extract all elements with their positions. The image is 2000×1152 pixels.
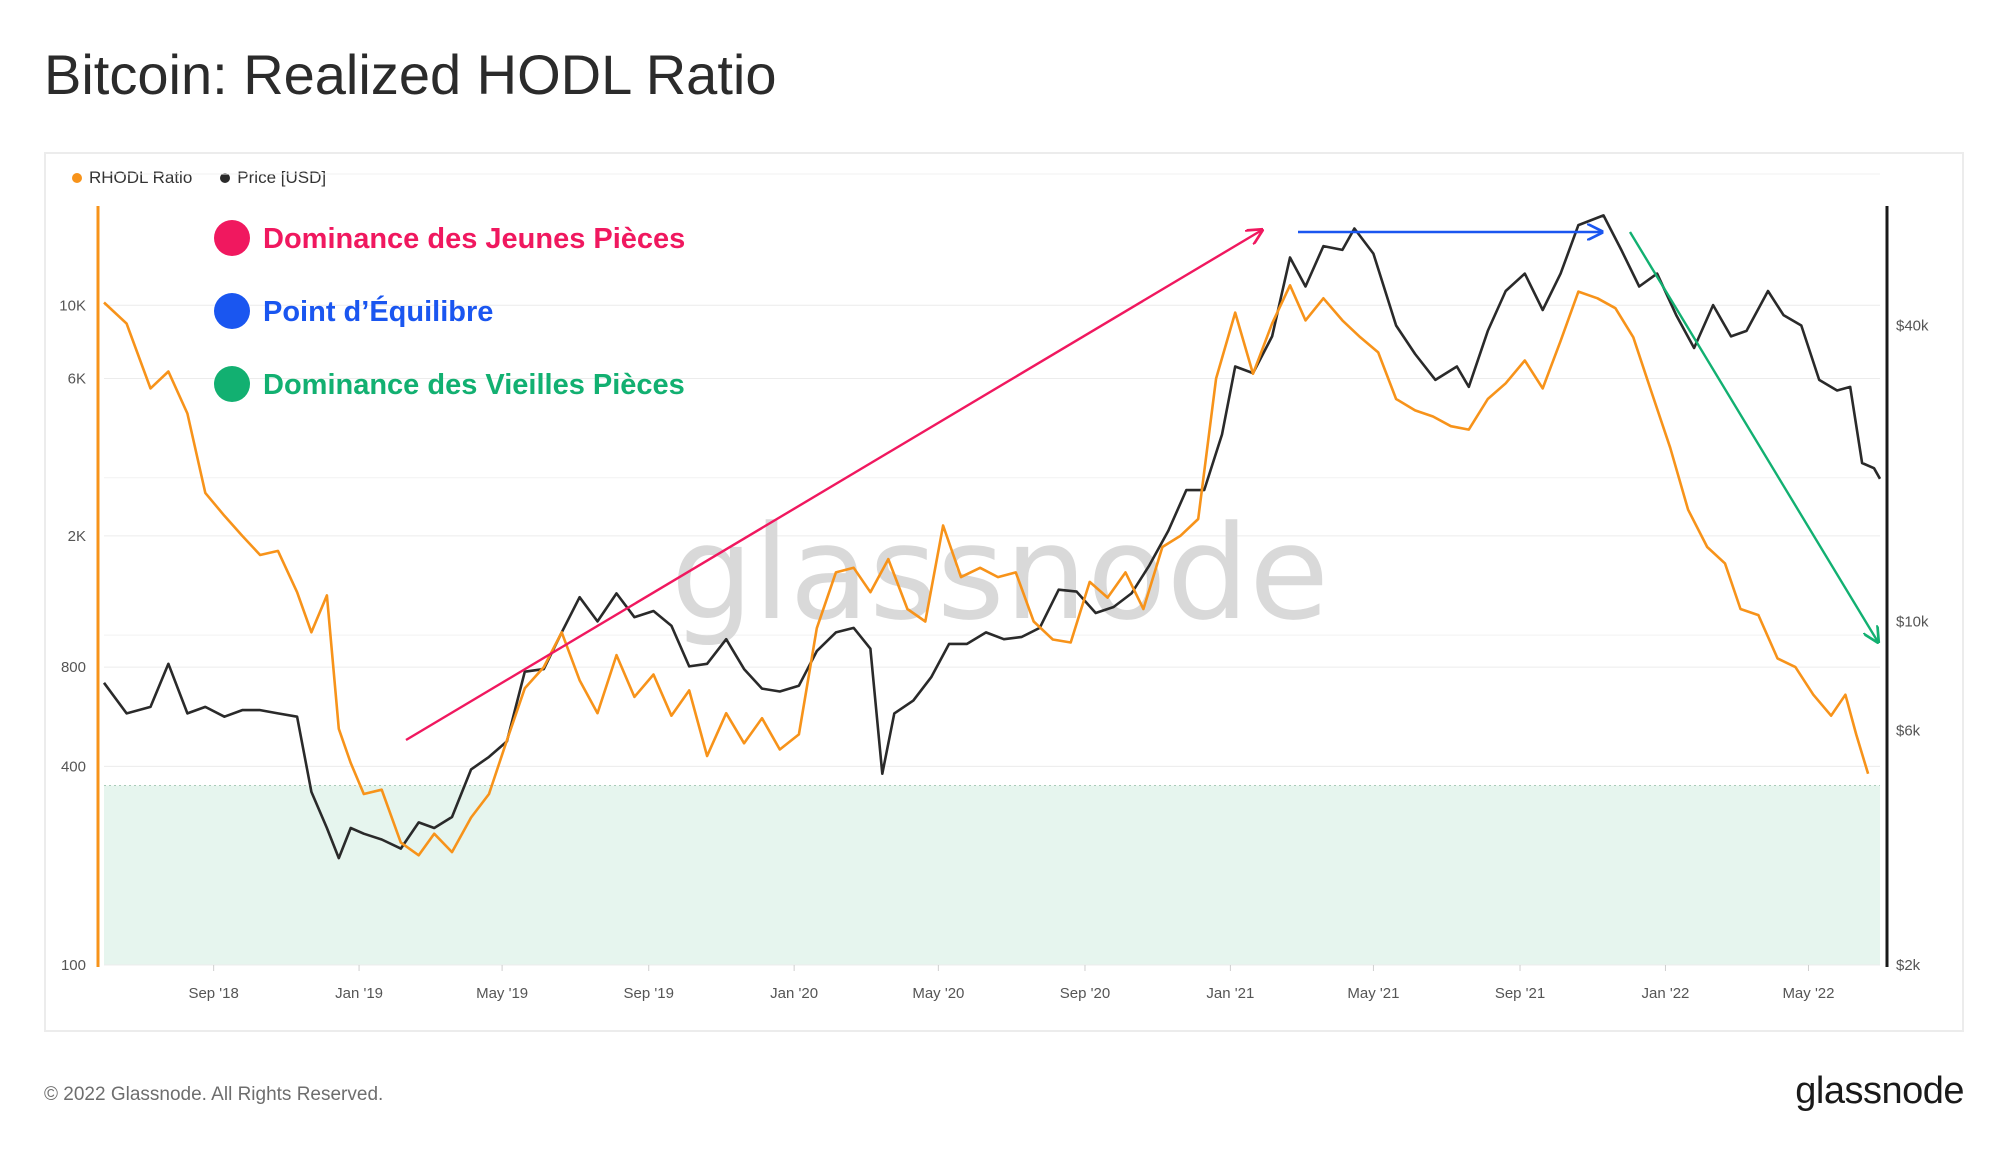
y-right-tick-label: $10k	[1896, 613, 1929, 630]
rhodl-ratio-line	[103, 284, 1870, 857]
y-left-tick-label: 10K	[59, 297, 86, 314]
x-tick-label: Sep '21	[1495, 985, 1545, 1002]
legend-item-price[interactable]: Price [USD]	[220, 168, 326, 188]
x-tick-label: Jan '19	[335, 985, 383, 1002]
x-tick-label: Sep '18	[188, 985, 238, 1002]
page-title: Bitcoin: Realized HODL Ratio	[44, 43, 777, 106]
x-tick-label: May '20	[912, 985, 964, 1002]
equilibrium-point-label: Point d’Équilibre	[263, 294, 493, 328]
legend-item-rhodl[interactable]: RHODL Ratio	[72, 168, 192, 188]
old-coin-zone	[104, 785, 1880, 965]
y-right-tick-label: $2k	[1896, 957, 1921, 974]
y-left-tick-label: 100	[61, 957, 86, 974]
watermark: glassnode	[671, 497, 1329, 649]
glassnode-logo[interactable]: glassnode	[1795, 1070, 1964, 1112]
young-dominance-arrow	[405, 230, 1262, 742]
legend-label-rhodl: RHODL Ratio	[89, 168, 193, 187]
old-coin-dominance-dot	[214, 366, 250, 402]
y-left-tick-label: 2K	[68, 528, 86, 545]
x-tick-label: Jan '20	[770, 985, 818, 1002]
old-dominance-arrow	[1628, 231, 1878, 642]
y-left-tick-label: 400	[61, 758, 86, 775]
legend-dot-rhodl	[72, 173, 82, 183]
y-right-tick-label: $40k	[1896, 317, 1929, 334]
chart-legend: RHODL Ratio Price [USD]	[72, 168, 326, 188]
young-coin-dominance-dot	[214, 220, 250, 256]
y-right-tick-label: $6k	[1896, 722, 1921, 739]
y-left-tick-label: 800	[61, 659, 86, 676]
equilibrium-point-dot	[214, 293, 250, 329]
x-tick-label: Sep '19	[624, 985, 674, 1002]
price-line	[102, 214, 1882, 860]
old-coin-dominance-label: Dominance des Vieilles Pièces	[263, 369, 685, 401]
x-tick-label: May '22	[1782, 985, 1834, 1002]
footer-copyright: © 2022 Glassnode. All Rights Reserved.	[44, 1084, 384, 1105]
chart-panel	[44, 152, 1964, 1032]
y-left-tick-label: 6K	[68, 370, 86, 387]
young-coin-dominance-label: Dominance des Jeunes Pièces	[263, 223, 685, 255]
legend-dot-price	[220, 173, 231, 183]
x-tick-label: May '21	[1347, 985, 1399, 1002]
x-tick-label: Jan '22	[1641, 985, 1689, 1002]
x-tick-label: Sep '20	[1060, 985, 1110, 1002]
legend-label-price: Price [USD]	[237, 168, 327, 187]
x-tick-label: May '19	[476, 985, 528, 1002]
x-tick-label: Jan '21	[1206, 985, 1254, 1002]
